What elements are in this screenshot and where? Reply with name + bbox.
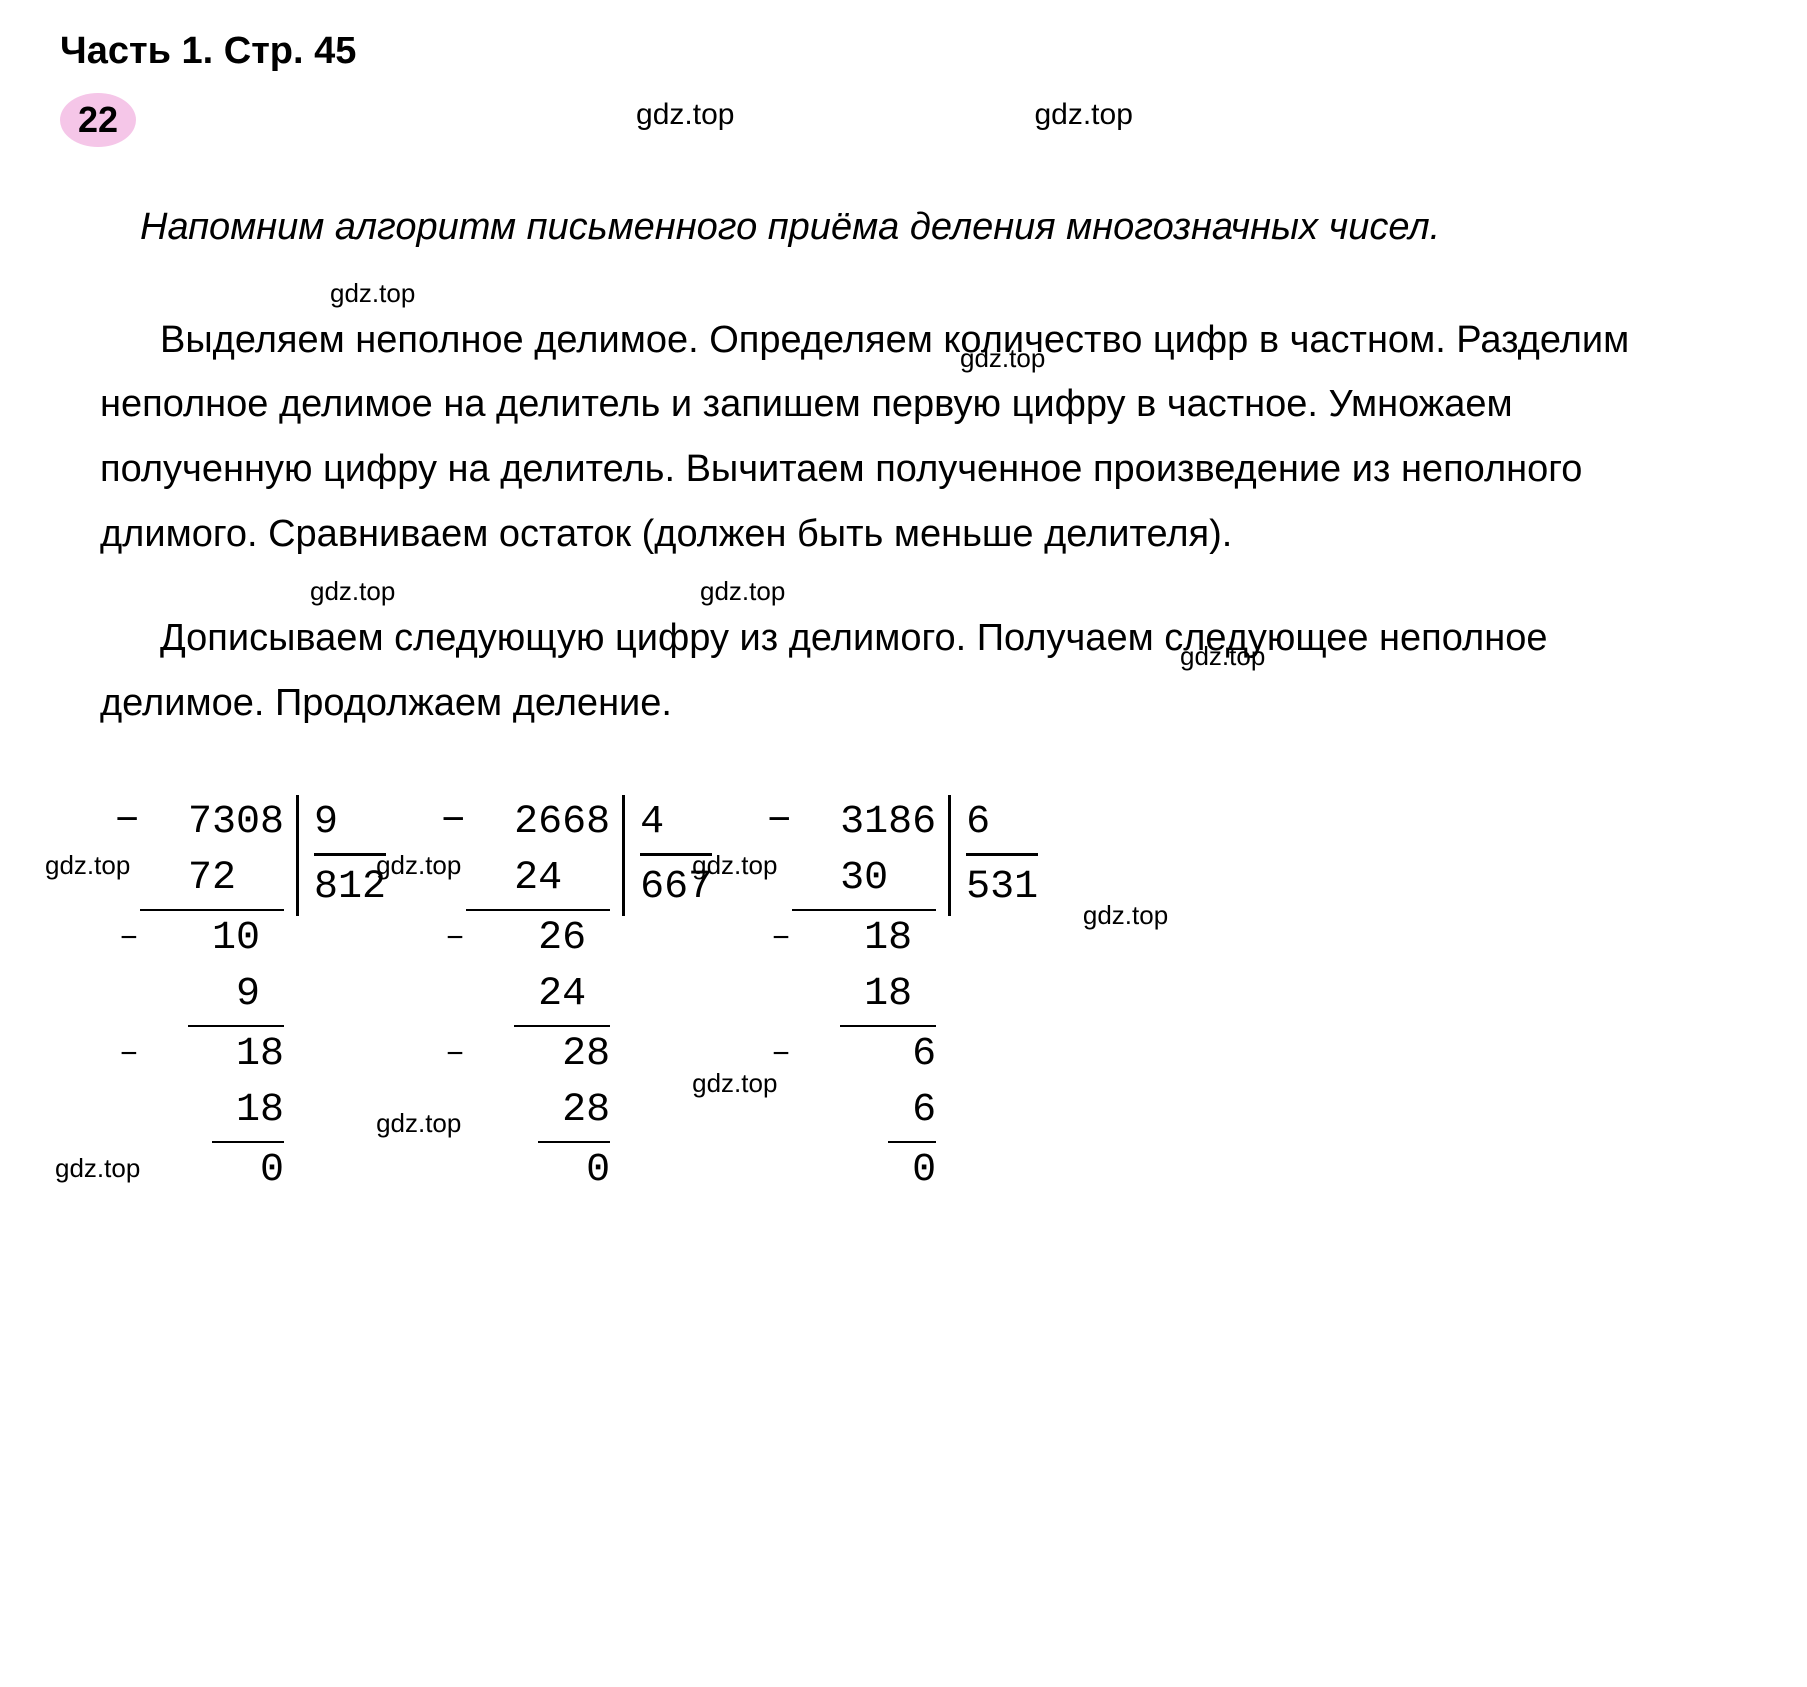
watermark: gdz.top [1083,900,1168,931]
paragraph-2: Дописываем следующую цифру из делимого. … [100,606,1707,735]
final-remainder: 0 [140,1143,284,1199]
step: 18 [212,1083,284,1143]
remainder: 28 [466,1027,610,1083]
divisor: 9 [314,795,386,853]
watermark: gdz.top [692,1068,777,1099]
divisor: 6 [966,795,1038,853]
remainder: 26 [466,911,610,967]
watermark: gdz.top [376,850,461,881]
division-3: gdz.top gdz.top gdz.top 3186 30 18 18 6 … [792,795,1038,1199]
division-1: gdz.top gdz.top 7308 72 10 9 18 18 0 9 8… [140,795,386,1199]
page-header: Часть 1. Стр. 45 [60,30,1747,73]
dividend: 7308 [140,795,284,851]
watermark: gdz.top [636,98,734,132]
step: 30 [792,851,936,911]
dividend: 3186 [792,795,936,851]
intro-text: Напомним алгоритм письменного приёма дел… [140,197,1707,258]
division-2: gdz.top gdz.top 2668 24 26 24 28 28 0 4 … [466,795,712,1199]
step: 18 [840,967,936,1027]
watermark: gdz.top [376,1108,461,1139]
watermark: gdz.top [310,576,395,607]
step: 6 [888,1083,936,1143]
remainder: 10 [140,911,284,967]
division-problems: gdz.top gdz.top 7308 72 10 9 18 18 0 9 8… [140,795,1747,1199]
problem-number-badge: 22 [60,93,136,147]
step: 9 [188,967,284,1027]
dividend: 2668 [466,795,610,851]
step: 24 [514,967,610,1027]
remainder: 6 [792,1027,936,1083]
watermark: gdz.top [45,850,130,881]
remainder: 18 [140,1027,284,1083]
final-remainder: 0 [792,1143,936,1199]
watermark: gdz.top [692,850,777,881]
watermark: gdz.top [55,1153,140,1184]
final-remainder: 0 [466,1143,610,1199]
watermark: gdz.top [1034,98,1132,132]
step: 24 [466,851,610,911]
watermark: gdz.top [700,576,785,607]
paragraph-1: Выделяем неполное делимое. Определяем ко… [100,308,1707,566]
remainder: 18 [792,911,936,967]
watermark: gdz.top [330,278,415,309]
divisor: 4 [640,795,712,853]
step: 28 [538,1083,610,1143]
step: 72 [140,851,284,911]
quotient: 531 [966,853,1038,916]
